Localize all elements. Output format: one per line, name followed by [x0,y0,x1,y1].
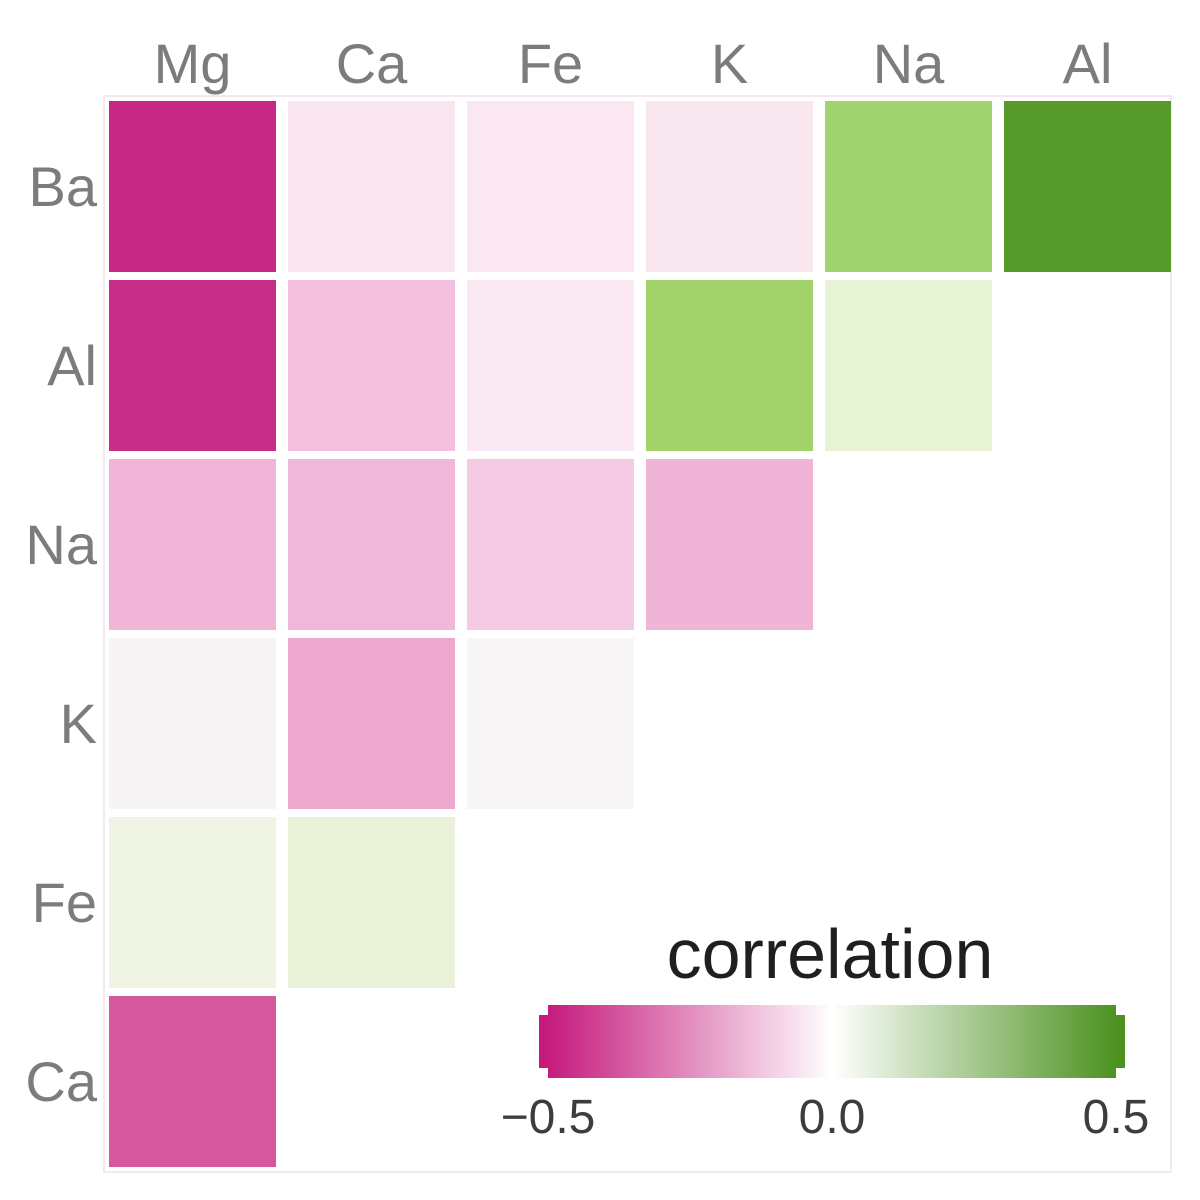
tile-K-Fe [467,638,634,809]
tile-Ba-Al [1004,101,1171,272]
legend-colorbar-left-cap [539,1015,548,1068]
tile-Ba-Mg [109,101,276,272]
y-axis-label-K: K [59,692,97,755]
legend-colorbar-right-cap [1116,1015,1125,1068]
tile-Ba-Fe [467,101,634,272]
legend-tick-label--0.5: −0.5 [500,1091,596,1144]
tile-Ba-K [646,101,813,272]
legend-zero-tick [829,1005,836,1078]
x-axis-label-Mg: Mg [153,32,232,95]
y-axis-label-Ba: Ba [28,155,98,218]
legend-title: correlation [666,915,994,993]
tile-Ca-Mg [109,996,276,1167]
legend-tick-label-0.5: 0.5 [1082,1091,1150,1144]
tile-Na-Ca [288,459,455,630]
tile-Fe-Ca [288,817,455,988]
x-axis-label-Al: Al [1062,32,1113,95]
tile-Fe-Mg [109,817,276,988]
tile-K-Ca [288,638,455,809]
tile-Al-Ca [288,280,455,451]
x-axis-label-Ca: Ca [335,32,408,95]
tile-Ba-Na [825,101,992,272]
x-axis-label-K: K [710,32,749,95]
tile-Na-Mg [109,459,276,630]
tile-Al-Fe [467,280,634,451]
y-axis-label-Fe: Fe [31,871,97,934]
tile-K-Mg [109,638,276,809]
tile-Na-Fe [467,459,634,630]
legend-tick-label-0: 0.0 [798,1091,866,1144]
y-axis-label-Na: Na [25,513,97,576]
tile-Ba-Ca [288,101,455,272]
x-axis-label-Fe: Fe [517,32,584,95]
tile-Al-Na [825,280,992,451]
y-axis-label-Ca: Ca [25,1050,97,1113]
y-axis-label-Al: Al [47,334,97,397]
tile-Al-K [646,280,813,451]
tile-Al-Mg [109,280,276,451]
x-axis-label-Na: Na [872,32,945,95]
tile-Na-K [646,459,813,630]
